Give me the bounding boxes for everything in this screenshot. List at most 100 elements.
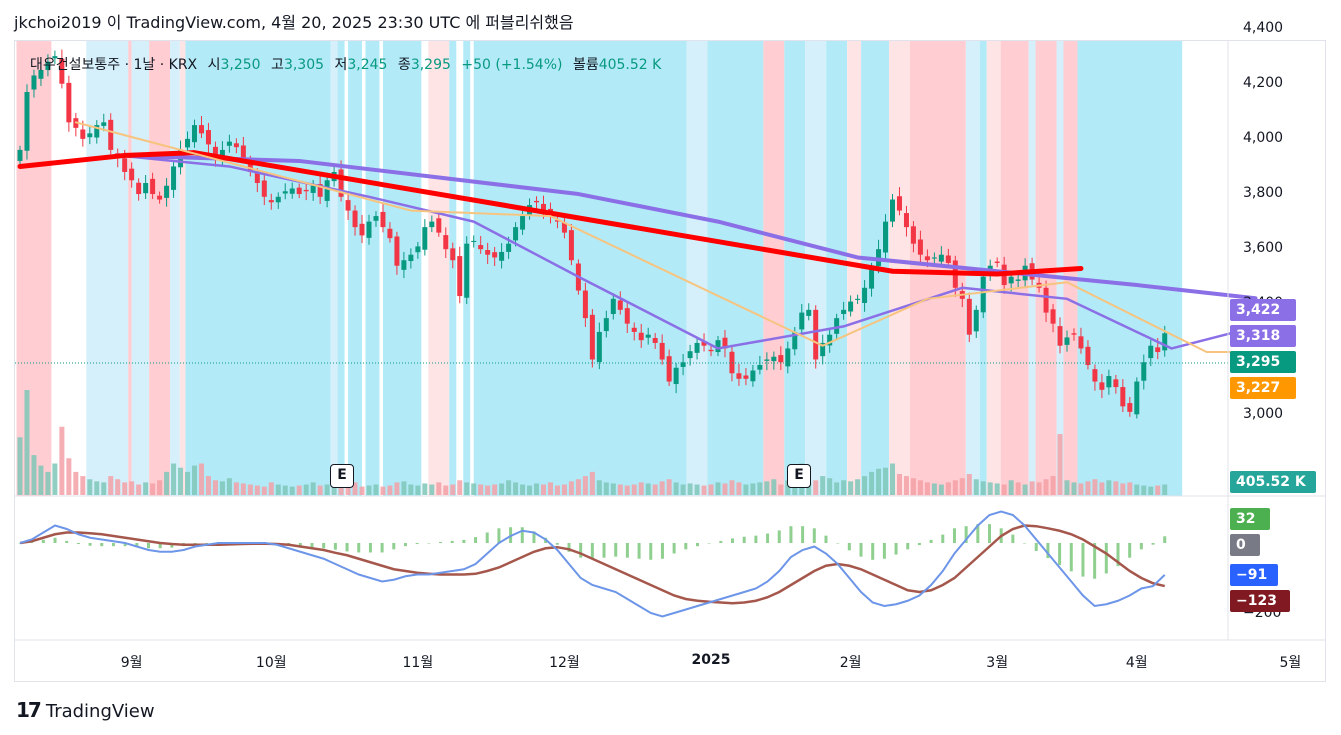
candle-body-81: [582, 290, 588, 319]
volume-bar-43: [317, 485, 323, 495]
volume-bar-22: [171, 463, 177, 495]
candle-body-147: [1043, 287, 1049, 313]
osc-hist-bar-65: [777, 530, 781, 543]
volume-bar-47: [345, 484, 351, 495]
volume-bar-29: [219, 481, 225, 495]
osc-hist-bar-60: [719, 540, 723, 543]
signal-band-22: [826, 41, 848, 496]
candle-153: [1085, 340, 1091, 370]
candle-body-2: [31, 75, 37, 90]
osc-hist-bar-8: [111, 543, 115, 547]
osc-hist-bar-94: [1116, 543, 1120, 567]
candle-10: [87, 126, 93, 145]
candle-118: [841, 301, 847, 320]
osc-hist-bar-7: [100, 543, 104, 547]
earnings-marker-1[interactable]: E: [330, 464, 354, 488]
volume-bar-144: [1022, 484, 1028, 495]
volume-bar-146: [1036, 482, 1042, 495]
volume-bar-131: [931, 483, 937, 495]
signal-band-25: [889, 41, 910, 496]
signal-band-19: [763, 41, 785, 496]
candle-20: [157, 191, 163, 204]
signal-band-1: [86, 41, 129, 496]
oscillator-pane: [18, 510, 1167, 618]
close-label: 종: [397, 57, 411, 73]
candle-body-132: [938, 254, 944, 262]
signal-band-11: [365, 41, 380, 496]
candle-160: [1134, 377, 1140, 419]
candle-150: [1064, 330, 1070, 352]
high-label: 고: [271, 57, 284, 73]
osc-hist-bar-5: [76, 543, 80, 545]
volume-bar-12: [101, 482, 107, 495]
candle-49: [359, 214, 365, 244]
osc-hist-bar-86: [1023, 543, 1027, 544]
osc-hist-bar-96: [1139, 543, 1143, 550]
osc-hist-bar-77: [917, 543, 921, 546]
signal-band-18: [707, 41, 764, 496]
earnings-marker-2[interactable]: E: [787, 464, 811, 488]
osc-hist-bar-64: [766, 533, 770, 543]
volume-bar-60: [436, 482, 442, 495]
volume-bar-92: [659, 481, 665, 495]
osc-hist-bar-70: [836, 543, 840, 544]
macd-line: [19, 510, 1166, 618]
candle-body-133: [945, 255, 951, 263]
volume-bar-25: [192, 465, 197, 495]
volume-bar-16: [129, 481, 135, 495]
candle-body-26: [198, 125, 204, 134]
volume-bar-126: [896, 474, 902, 495]
volume-bar-91: [652, 484, 658, 495]
volume-bar-33: [247, 484, 253, 495]
candle-body-153: [1085, 346, 1091, 365]
candle-132: [938, 246, 944, 267]
candle-25: [192, 119, 197, 148]
osc-hist-bar-66: [789, 526, 793, 543]
osc-hist-bar-89: [1058, 543, 1062, 566]
candle-24: [185, 131, 191, 154]
osc-hist-bar-75: [894, 543, 898, 555]
candle-body-83: [596, 331, 602, 362]
volume-bar-2: [31, 455, 37, 495]
volume-bar-90: [645, 483, 651, 495]
time-tick-8: 5월: [1279, 655, 1302, 671]
volume-bar-123: [876, 468, 882, 495]
candle-body-29: [219, 149, 225, 158]
volume-bar-81: [582, 476, 588, 495]
osc-hist-bar-78: [929, 539, 933, 543]
candle-4: [45, 54, 51, 77]
osc-hist-bar-39: [474, 537, 478, 543]
candle-100: [715, 336, 721, 357]
candle-54: [394, 231, 400, 275]
candle-68: [492, 246, 498, 267]
candle-133: [945, 248, 951, 268]
candle-body-151: [1071, 333, 1077, 335]
candle-51: [373, 211, 379, 227]
candle-21: [164, 178, 170, 207]
volume-bar-128: [910, 478, 916, 495]
price-tick-6: 3,000: [1243, 405, 1284, 422]
volume-bar-95: [680, 484, 686, 495]
candle-body-102: [729, 351, 735, 374]
tradingview-brand[interactable]: 17 TradingView: [16, 698, 155, 722]
ma-line-0: [115, 153, 1258, 301]
volume-bar-52: [380, 486, 386, 495]
candle-body-86: [617, 300, 623, 310]
candle-body-108: [771, 356, 777, 362]
volume-bar-54: [394, 482, 400, 495]
candle-104: [743, 368, 749, 386]
candle-158: [1120, 379, 1126, 413]
volume-label: 볼륨: [572, 57, 599, 73]
volume-bar-80: [575, 479, 581, 495]
brand-name: TradingView: [45, 701, 155, 722]
osc-hist-bar-88: [1046, 543, 1050, 559]
signal-band-6: [179, 41, 186, 496]
volume-bar-28: [212, 480, 218, 495]
signal-band-2: [128, 41, 132, 496]
candle-13: [108, 113, 114, 155]
volume-bar-104: [743, 484, 749, 495]
candle-body-10: [87, 133, 93, 138]
candle-95: [680, 353, 686, 376]
volume-bar-148: [1050, 476, 1056, 495]
